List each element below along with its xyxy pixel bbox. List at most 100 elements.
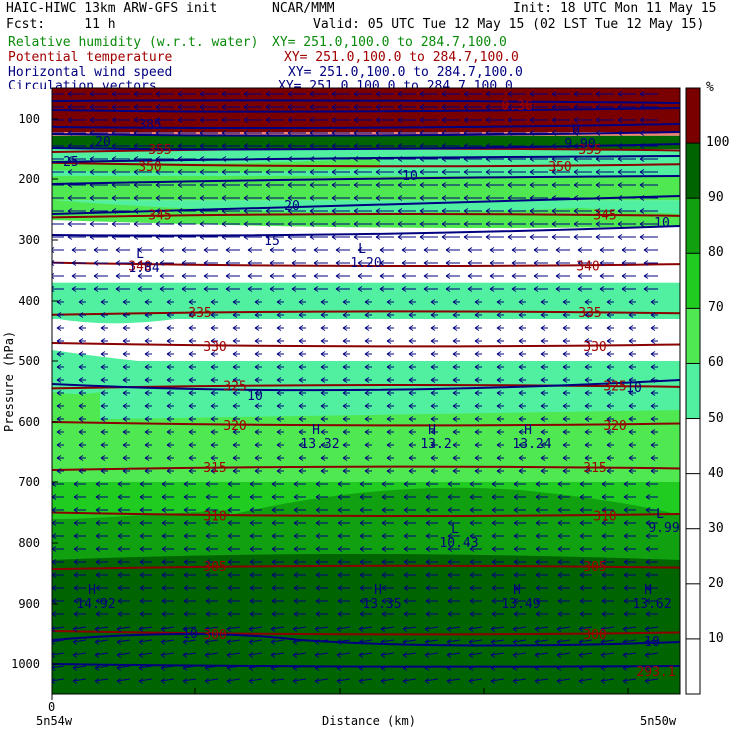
wind-vector-head [535,494,541,500]
wind-vector-head [650,364,656,370]
wind-vector-head [293,507,299,513]
wind-vector-head [225,286,231,292]
wind-vector-head [507,156,513,162]
extremum-value: 9.90 [564,137,595,152]
wind-vector-head [485,91,491,97]
wind-vector-head [183,598,189,604]
wind-vector-head [650,468,656,474]
wind-vector-head [160,626,166,632]
theta-label-bg [581,558,611,572]
wind-vector-head [512,665,518,671]
wind-vector-head [600,652,606,658]
wind-vector-head [111,117,117,123]
wind-vector-head [287,104,293,110]
extremum-value: 9.99 [648,521,679,536]
extremum-value: 13.35 [362,597,401,612]
wind-vector-head [364,468,370,474]
wind-vector-head [133,91,139,97]
wind-vector-head [243,117,249,123]
wind-vector-head [408,429,414,435]
wind-vector-head [386,312,392,318]
wind-vector-head [447,585,453,591]
wind-vector-head [469,533,475,539]
wind-vector-head [496,377,502,383]
wind-vector [622,652,637,656]
wind-vector-head [386,455,392,461]
field-vectors-name: Circulation vectors [8,80,157,89]
wind-vector-head [225,260,231,266]
wind-vector-head [584,416,590,422]
contour-label: 25 [63,155,79,170]
wind-vector-head [159,273,165,279]
wind-vector-head [601,507,607,513]
wind-vector-head [430,455,436,461]
wind-vector-head [271,494,277,500]
rh-layer [52,482,680,519]
wind-vector-head [529,208,535,214]
wind-speed-contours [52,99,680,668]
wind-vector-head [441,104,447,110]
wind-vector-head [623,520,629,526]
theta-contour [52,212,680,219]
wind-vector-head [445,260,451,266]
wind-vector-head [166,455,172,461]
wind-vector-head [320,325,326,331]
wind-vector-head [181,273,187,279]
wind-vector-head [71,273,77,279]
wind-vector-head [183,533,189,539]
wind-vector-head [232,351,238,357]
wind-vector-head [551,195,557,201]
wind-vector-head [100,312,106,318]
wind-vector [138,626,153,630]
wind-vector-head [364,338,370,344]
forecast-hour: Fcst: 11 h [6,17,116,32]
wind-vector-head [600,639,606,645]
wind-vector-head [161,481,167,487]
wind-vector-head [491,572,497,578]
wind-vector-head [463,143,469,149]
wind-vector-head [73,559,79,565]
wind-vector-head [425,494,431,500]
wind-vector-head [639,169,645,175]
wind-vector-head [386,442,392,448]
wind-vector-head [73,611,79,617]
wind-vector-head [534,665,540,671]
wind-vector-head [359,585,365,591]
wind-vector-head [381,494,387,500]
wind-vector-head [298,377,304,383]
wind-vector [556,639,571,643]
extremum-value: 1.84 [128,261,159,276]
wind-vector-head [441,143,447,149]
wind-vector-head [535,585,541,591]
theta-label: 325 [223,379,246,394]
wind-vector-head [122,429,128,435]
wind-vector-head [254,429,260,435]
theta-label: 330 [203,340,226,355]
wind-vector-head [210,429,216,435]
wind-vector-head [644,639,650,645]
theta-contour [52,383,680,390]
wind-vector-head [507,91,513,97]
wind-vector-head [52,546,57,552]
wind-vector-head [557,546,563,552]
wind-vector-head [122,468,128,474]
wind-vector-head [221,156,227,162]
wind-vector-head [243,195,249,201]
wind-vector [578,678,593,682]
wind-vector-head [595,195,601,201]
wind-vector-head [601,546,607,552]
wind-vector [402,626,417,630]
wind-vector-head [139,585,145,591]
wind-vector-head [485,104,491,110]
wind-vector-head [298,390,304,396]
wind-vector-head [606,455,612,461]
wind-vector-head [210,299,216,305]
wind-vector-head [247,273,253,279]
wind-vector-head [160,639,166,645]
wind-vector [182,639,197,643]
theta-label-bg [201,626,231,640]
wind-vector-head [386,325,392,331]
wind-vector-head [111,221,117,227]
rh-layer [52,282,680,319]
wind-vector [116,626,131,630]
